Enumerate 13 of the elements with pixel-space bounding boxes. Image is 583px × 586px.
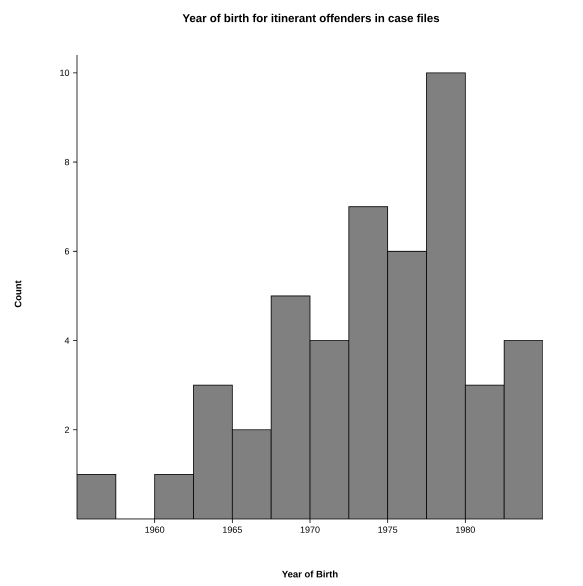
y-tick-label: 2 (64, 426, 70, 433)
chart-title: Year of birth for itinerant offenders in case files (182, 14, 440, 22)
x-axis-title: Year of Birth (282, 570, 338, 578)
x-tick-label: 1960 (145, 526, 164, 533)
y-tick-label: 8 (64, 158, 70, 166)
y-tick-label: 6 (64, 248, 70, 254)
y-tick-label: 10 (60, 70, 70, 76)
y-tick-label: 4 (64, 337, 70, 344)
x-tick-label: 1980 (456, 526, 475, 533)
x-tick-label: 1965 (223, 526, 242, 533)
y-axis-title: Count (14, 280, 22, 308)
x-tick-label: 1975 (378, 526, 398, 533)
x-tick-label: 1970 (300, 526, 320, 533)
